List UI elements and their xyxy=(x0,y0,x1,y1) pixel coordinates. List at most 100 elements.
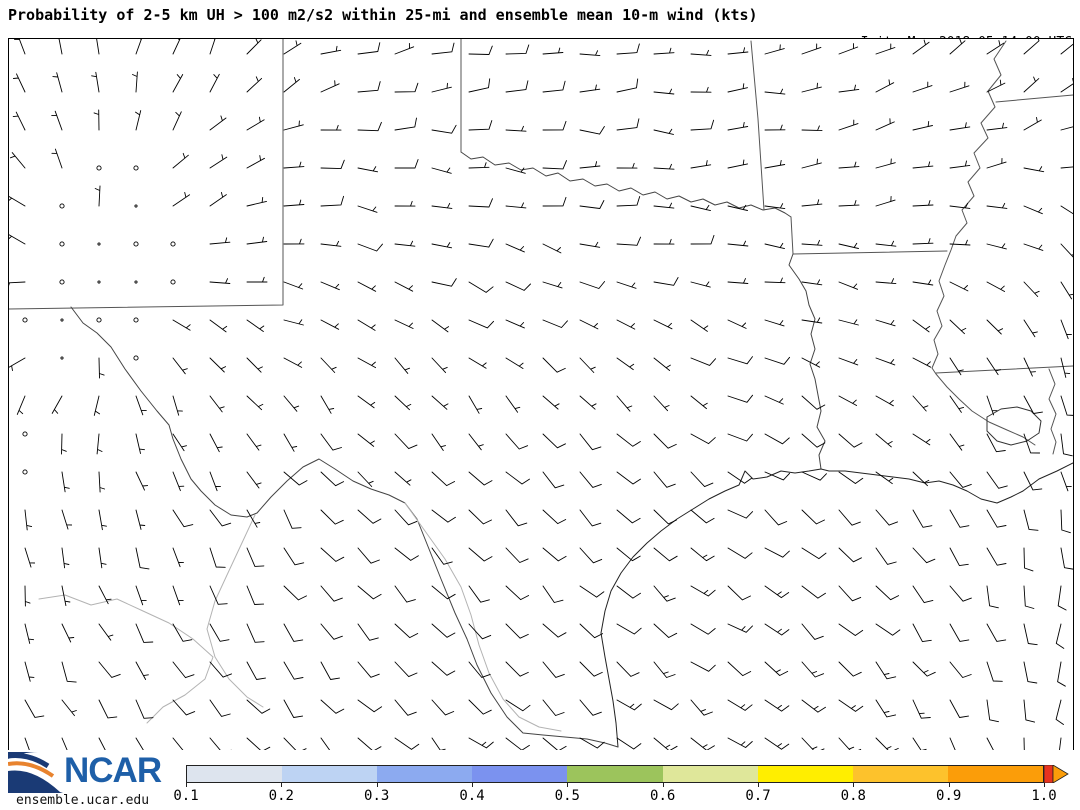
wind-barb xyxy=(95,39,100,55)
colorbar-tick-label: 0.2 xyxy=(268,788,294,804)
wind-barb xyxy=(468,661,491,678)
wind-barb xyxy=(764,623,790,636)
wind-barb xyxy=(1060,433,1073,457)
logo-orange-arc xyxy=(8,761,55,778)
wind-barb xyxy=(505,281,531,291)
wind-barb xyxy=(51,148,63,169)
colorbar-tick xyxy=(758,783,759,787)
wind-barb xyxy=(801,661,825,678)
wind-barb xyxy=(616,236,642,246)
wind-barb xyxy=(357,281,377,292)
wind-barb xyxy=(579,161,601,169)
wind-barb xyxy=(653,277,679,286)
wind-barb xyxy=(727,356,753,365)
wind-barb xyxy=(801,317,823,324)
calm-wind-marker xyxy=(134,280,138,284)
wind-barb xyxy=(542,661,565,678)
wind-barb xyxy=(616,319,636,330)
river-red-river-tx-ok xyxy=(460,151,792,218)
wind-barb xyxy=(505,471,530,485)
wind-barb xyxy=(468,162,490,169)
wind-barb xyxy=(283,433,298,452)
wind-barb xyxy=(875,79,895,93)
wind-barb xyxy=(875,547,897,565)
wind-barb xyxy=(61,471,70,493)
wind-barb xyxy=(838,161,860,169)
wind-barb xyxy=(912,81,933,93)
wind-barb xyxy=(875,240,897,247)
wind-barb xyxy=(727,547,753,559)
wind-barb xyxy=(357,547,380,564)
wind-barb xyxy=(875,319,896,327)
wind-barb xyxy=(875,357,896,366)
wind-barb xyxy=(172,547,184,568)
wind-barb xyxy=(949,239,971,246)
wind-barb xyxy=(801,125,823,132)
wind-barb xyxy=(653,202,675,209)
wind-barb xyxy=(838,43,859,55)
wind-barb xyxy=(394,471,412,486)
wind-barb xyxy=(986,623,1007,642)
wind-barb xyxy=(431,278,457,287)
wind-barb xyxy=(468,120,493,131)
wind-barb xyxy=(542,160,567,170)
wind-barb xyxy=(912,623,932,643)
wind-barb xyxy=(727,509,754,519)
wind-barb xyxy=(394,159,419,169)
wind-barb xyxy=(135,395,147,416)
wind-barb xyxy=(172,623,193,642)
wind-barb xyxy=(875,623,901,636)
wind-barb xyxy=(690,433,716,445)
wind-barb xyxy=(505,202,527,209)
wind-barb xyxy=(505,737,530,751)
wind-barb xyxy=(172,509,194,528)
wind-barb xyxy=(690,281,711,288)
colorbar-segment-0.1 xyxy=(187,766,283,782)
wind-barb xyxy=(1023,433,1041,454)
wind-barb xyxy=(51,395,63,414)
wind-barb xyxy=(653,128,674,135)
wind-barb xyxy=(875,699,897,718)
wind-barb xyxy=(616,623,642,635)
wind-barb xyxy=(394,200,416,207)
wind-barb xyxy=(1023,509,1039,531)
wind-barb xyxy=(283,281,304,290)
wind-barb xyxy=(986,547,1007,566)
wind-barb xyxy=(542,80,566,93)
wind-barb xyxy=(838,623,864,636)
wind-barb xyxy=(801,239,823,246)
wind-barb xyxy=(468,585,490,603)
wind-barb xyxy=(505,623,529,639)
wind-barb xyxy=(579,471,602,488)
wind-barb xyxy=(912,279,934,286)
ncar-logo-icon xyxy=(8,752,63,793)
wind-barb xyxy=(246,623,265,643)
wind-barb xyxy=(132,71,138,93)
wind-barb xyxy=(468,547,493,562)
wind-barb xyxy=(542,471,565,489)
wind-barb xyxy=(542,623,567,638)
wind-barb xyxy=(1023,395,1043,414)
wind-barb xyxy=(246,357,263,373)
wind-barb xyxy=(283,509,302,529)
wind-barb xyxy=(727,319,747,329)
colorbar-arrow-tip xyxy=(1052,765,1069,783)
wind-barb xyxy=(986,243,1007,250)
wind-barb xyxy=(94,185,101,207)
wind-barb xyxy=(320,585,343,602)
colorbar-tick-label: 0.7 xyxy=(745,788,771,804)
wind-barb xyxy=(1023,319,1038,338)
wind-barb xyxy=(98,357,105,379)
wind-barb xyxy=(57,39,63,55)
wind-barb xyxy=(949,699,969,718)
wind-barb xyxy=(283,77,300,93)
wind-barb xyxy=(135,509,146,530)
wind-barb xyxy=(764,585,790,599)
wind-barb xyxy=(283,199,305,207)
wind-barb xyxy=(949,661,972,678)
wind-barb xyxy=(912,547,936,564)
calm-wind-marker xyxy=(22,317,28,323)
wind-barb xyxy=(727,278,749,284)
wind-barb xyxy=(986,357,1001,376)
